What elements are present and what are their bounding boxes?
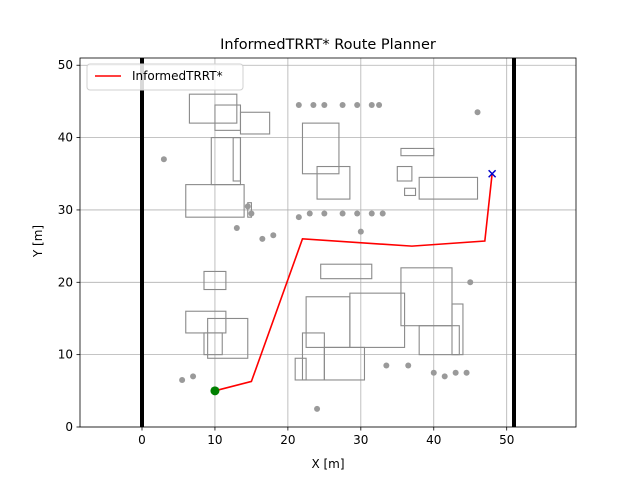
map-obstacle-dot	[357, 228, 364, 235]
start-marker	[210, 386, 220, 396]
x-tick-label: 40	[426, 433, 441, 447]
y-tick-label: 40	[58, 131, 73, 145]
map-obstacle	[320, 263, 373, 280]
y-tick-label: 20	[58, 275, 73, 289]
x-tick-label: 50	[499, 433, 514, 447]
map-obstacle-dot	[190, 373, 197, 380]
map-obstacle-dot	[244, 203, 251, 210]
map-obstacle	[239, 111, 271, 135]
map-obstacle	[349, 292, 406, 348]
map-obstacle-dot	[405, 362, 412, 369]
map-obstacle	[185, 310, 227, 334]
map-obstacle-dot	[248, 210, 255, 217]
map-obstacle-dot	[354, 102, 361, 109]
y-tick-label: 50	[58, 58, 73, 72]
map-obstacle-dot	[306, 210, 313, 217]
route-line	[214, 173, 493, 392]
x-tick-label: 0	[138, 433, 146, 447]
map-obstacle	[188, 93, 238, 124]
map-obstacle-dot	[452, 369, 459, 376]
y-axis-ticks: 0 10 20 30 40 50	[58, 58, 80, 434]
x-tick-label: 20	[280, 433, 295, 447]
map-obstacle-dot	[368, 210, 375, 217]
map-obstacle	[316, 165, 351, 200]
map-obstacle-dot	[270, 232, 277, 239]
x-axis-ticks: 0 10 20 30 40 50	[138, 427, 514, 447]
occupancy-map	[160, 93, 481, 412]
map-obstacle-dot	[310, 102, 317, 109]
map-obstacle	[232, 137, 242, 182]
map-obstacle-dot	[339, 210, 346, 217]
map-obstacle	[210, 137, 242, 186]
map-obstacle	[400, 147, 435, 157]
route-series	[214, 173, 493, 392]
map-obstacle-dot	[259, 235, 266, 242]
map-obstacle	[396, 165, 413, 182]
map-obstacle-dot	[474, 109, 481, 116]
y-tick-label: 0	[65, 420, 73, 434]
map-obstacle-dot	[376, 102, 383, 109]
map-obstacle-dot	[295, 102, 302, 109]
x-axis-label: X [m]	[311, 457, 344, 471]
map-obstacle-dot	[430, 369, 437, 376]
map-obstacle-dot	[160, 156, 167, 163]
map-obstacle-dot	[379, 210, 386, 217]
map-obstacle-dot	[179, 376, 186, 383]
map-obstacle	[207, 317, 249, 359]
map-obstacle-dot	[463, 369, 470, 376]
map-obstacle	[451, 303, 464, 356]
map-obstacle	[301, 122, 340, 175]
grid	[80, 58, 576, 428]
map-obstacle-dot	[314, 405, 321, 412]
legend-label: InformedTRRT*	[132, 69, 223, 83]
map-obstacle-dot	[233, 225, 240, 232]
map-obstacle-dot	[321, 102, 328, 109]
axes-area: 0 10 20 30 40 50 0 10 20 30 40 50	[58, 57, 577, 447]
map-obstacle	[418, 176, 479, 200]
map-obstacle	[323, 346, 366, 381]
legend: InformedTRRT*	[86, 63, 244, 91]
map-obstacle	[185, 184, 245, 218]
map-obstacle-dot	[441, 373, 448, 380]
chart-title: InformedTRRT* Route Planner	[220, 37, 436, 53]
map-obstacle-dot	[339, 102, 346, 109]
map-boundary	[140, 58, 516, 427]
map-obstacle	[247, 202, 252, 218]
map-obstacle	[203, 270, 227, 291]
map-obstacle-dot	[321, 210, 328, 217]
map-obstacle-dot	[467, 279, 474, 286]
map-obstacle	[203, 332, 223, 356]
map-obstacle	[294, 357, 307, 381]
markers	[210, 169, 497, 396]
plot-frame	[79, 57, 577, 428]
x-tick-label: 10	[207, 433, 222, 447]
goal-marker	[488, 169, 497, 178]
map-obstacle	[305, 296, 351, 348]
map-obstacle	[400, 267, 453, 327]
map-obstacle	[418, 325, 460, 356]
y-axis-label: Y [m]	[31, 225, 45, 258]
map-obstacle-dot	[383, 362, 390, 369]
x-tick-label: 30	[353, 433, 368, 447]
map-obstacle-dot	[295, 214, 302, 221]
y-tick-label: 10	[58, 348, 73, 362]
map-obstacle-dot	[368, 102, 375, 109]
legend-box	[86, 63, 244, 91]
map-obstacle	[404, 187, 417, 197]
map-obstacle-dot	[354, 210, 361, 217]
y-tick-label: 30	[58, 203, 73, 217]
